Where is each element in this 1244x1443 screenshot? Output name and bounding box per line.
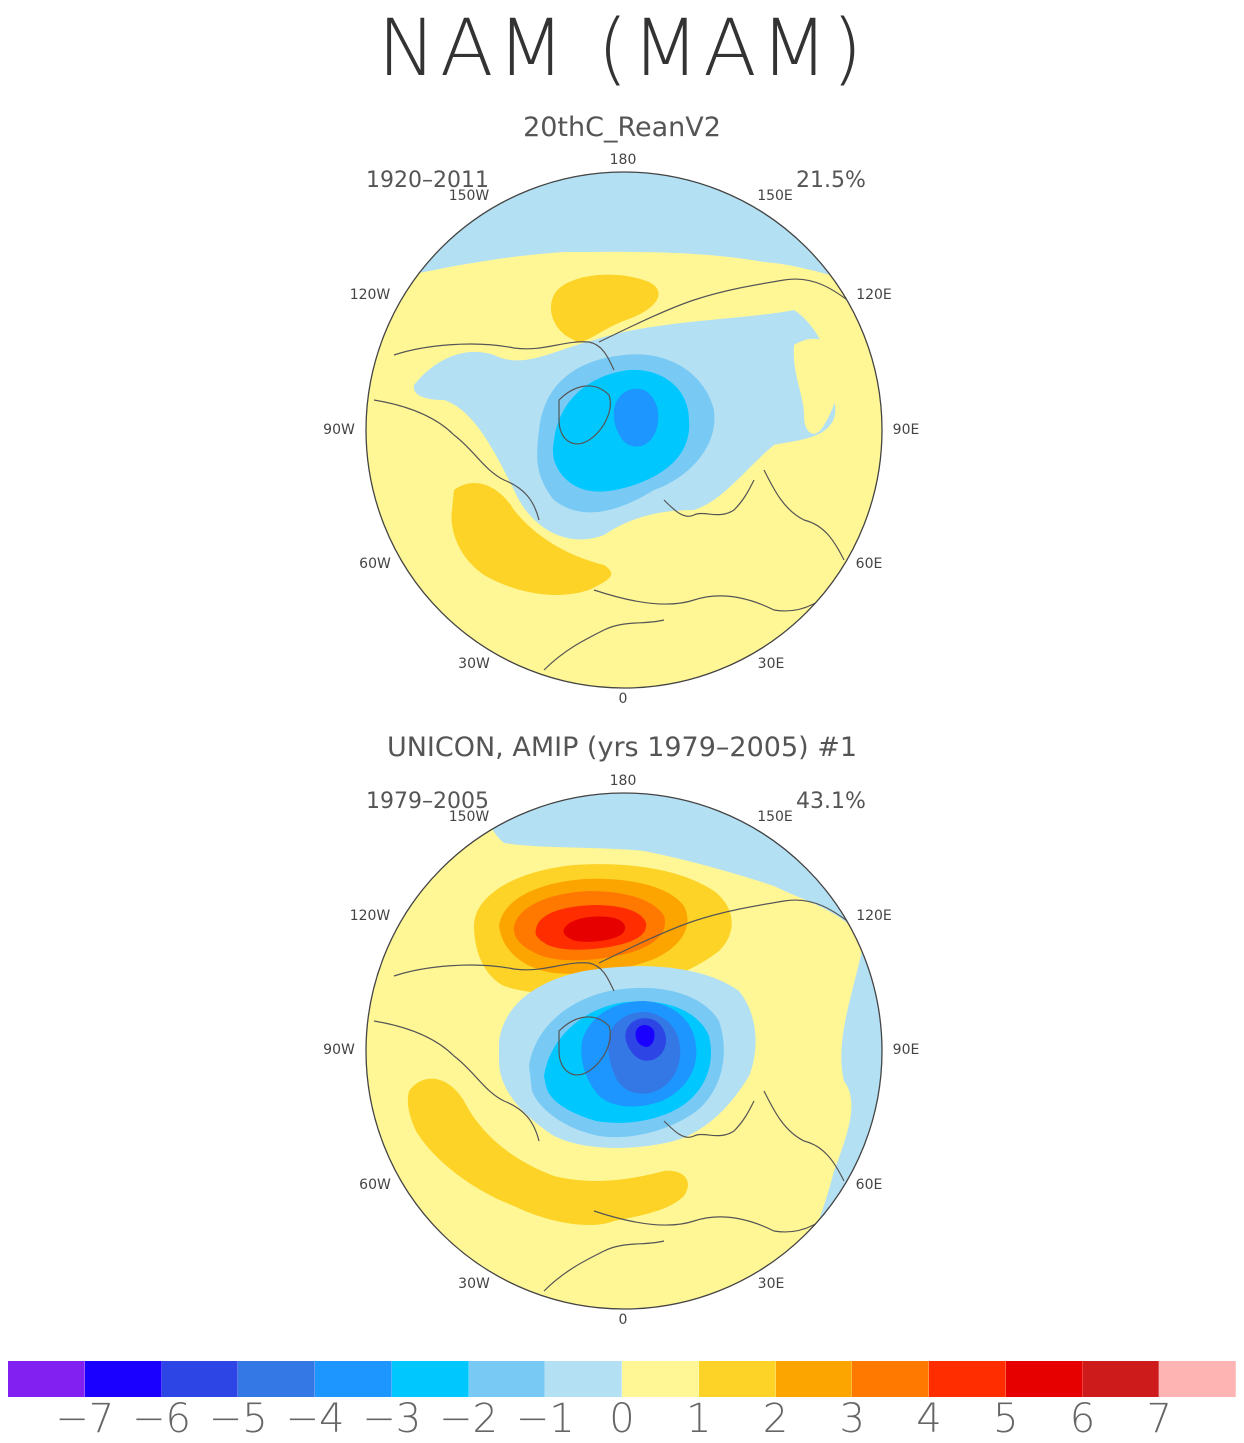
colorbar-tick-label: −7 [55,1396,115,1442]
colorbar-swatch [622,1361,699,1397]
panel2-lon-90e: 90E [892,1042,920,1058]
panel1-polar-map [365,171,883,689]
panel1-title: 20thC_ReanV2 [523,112,721,143]
panel2-percent: 43.1% [796,789,866,814]
panel1-percent: 21.5% [796,168,866,193]
colorbar-tick-label: 0 [609,1396,635,1442]
panel2-lon-120w: 120W [349,908,391,924]
panel2-coastlines [373,899,855,1292]
panel2-positive-atlantic [407,1078,688,1226]
panel1-map-border [365,171,883,689]
panel2-negative-core [635,1025,655,1047]
colorbar-swatch [1159,1361,1236,1397]
colorbar-swatch [315,1361,392,1397]
colorbar-swatch [698,1361,776,1397]
colorbar [8,1361,1236,1397]
colorbar-tick-label: −6 [132,1396,191,1442]
colorbar-swatch [1005,1361,1083,1397]
panel2-polar-map [365,792,883,1310]
colorbar-swatch [8,1361,85,1397]
colorbar-tick-label: 1 [686,1396,712,1442]
panel1-lon-150w: 150W [448,188,490,204]
colorbar-swatch [238,1361,315,1397]
panel2-lon-120e: 120E [856,908,892,924]
colorbar-tick-label: 7 [1146,1396,1172,1442]
colorbar-swatch [391,1361,469,1397]
panel2-positive-asia [716,918,851,1050]
colorbar-swatch [852,1361,929,1397]
colorbar-tick-label: −5 [208,1396,268,1442]
panel1-lon-90w: 90W [323,422,355,438]
panel1-lon-120e: 120E [856,287,892,303]
colorbar-tick-label: −3 [362,1396,422,1442]
colorbar-tick-label: −1 [515,1396,575,1442]
panel1-lon-60w: 60W [359,556,391,572]
panel1-period: 1920–2011 [366,168,489,193]
panel2-lon-0: 0 [618,1312,628,1328]
panel2-lon-90w: 90W [323,1042,355,1058]
panel1-lon-120w: 120W [349,287,391,303]
panel1-positive-atlantic [451,482,612,595]
colorbar-tick-label: 5 [993,1396,1019,1442]
panel1-lon-180: 180 [609,152,637,168]
panel2-lon-30w: 30W [458,1276,490,1292]
colorbar-tick-label: 3 [839,1396,865,1442]
colorbar-tick-label: 2 [762,1396,789,1442]
panel1-positive-asia [793,338,840,434]
panel2-lon-150w: 150W [448,809,490,825]
panel2-lon-150e: 150E [757,809,793,825]
panel2-lon-60w: 60W [359,1177,391,1193]
panel2-lon-30e: 30E [757,1276,785,1292]
panel2-title: UNICON, AMIP (yrs 1979–2005) #1 [386,732,858,763]
figure-title: NAM (MAM) [377,4,867,94]
panel1-negative-core [613,388,659,447]
colorbar-swatch [468,1361,546,1397]
panel1-lon-60e: 60E [855,556,883,572]
colorbar-swatch [161,1361,239,1397]
colorbar-swatch [929,1361,1006,1397]
colorbar-swatch [84,1361,162,1397]
panel2-lon-180: 180 [609,773,637,789]
panel2-period: 1979–2005 [366,789,489,814]
colorbar-tick-label: 6 [1069,1396,1096,1442]
panel2-positive-core [563,916,626,942]
colorbar-swatch [1082,1361,1160,1397]
panel1-lon-30w: 30W [458,656,490,672]
panel1-lon-30e: 30E [757,656,785,672]
panel1-lon-0: 0 [618,691,628,707]
colorbar-swatch [545,1361,622,1397]
panel1-coastlines [373,278,855,671]
panel1-lon-90e: 90E [892,422,920,438]
panel1-lon-150e: 150E [757,188,793,204]
panel1-positive-alaska [550,274,659,342]
colorbar-tick-label: −4 [285,1396,345,1442]
colorbar-tick-label: 4 [916,1396,942,1442]
colorbar-tick-label: −2 [439,1396,498,1442]
panel2-lon-60e: 60E [855,1177,883,1193]
panel2-map-border [365,792,883,1310]
colorbar-swatch [775,1361,853,1397]
